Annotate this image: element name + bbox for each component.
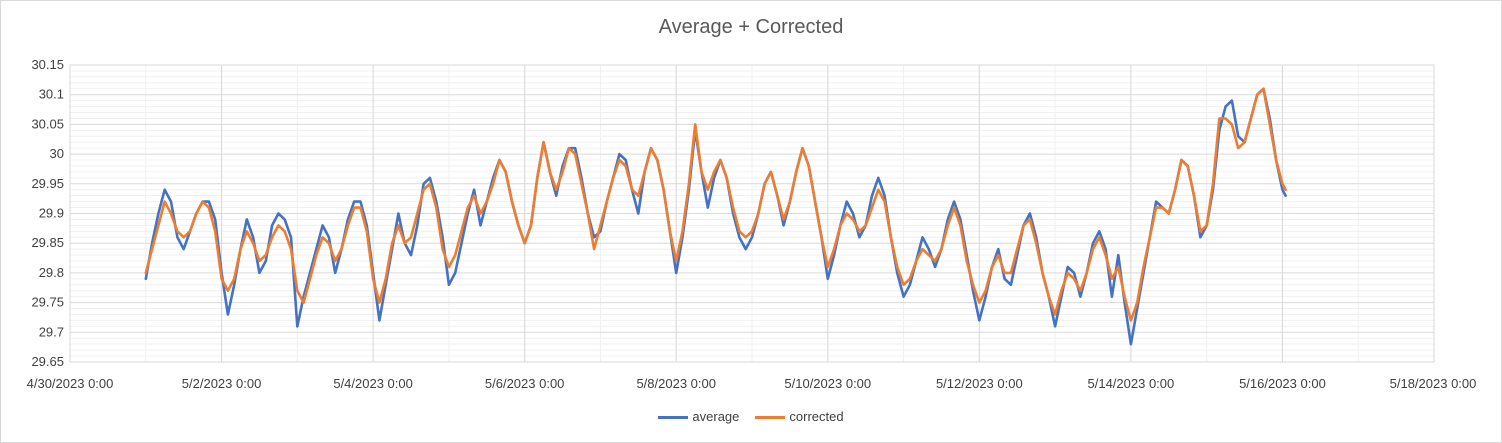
y-tick-label: 30.1 bbox=[39, 87, 64, 102]
y-tick-label: 29.8 bbox=[39, 265, 64, 280]
x-tick-label: 5/10/2023 0:00 bbox=[784, 376, 871, 391]
x-tick-label: 5/4/2023 0:00 bbox=[333, 376, 413, 391]
y-tick-label: 30.05 bbox=[31, 116, 64, 131]
x-axis-tick-labels: 4/30/2023 0:00 5/2/2023 0:00 5/4/2023 0:00… bbox=[27, 376, 1477, 391]
legend-swatch bbox=[755, 416, 786, 420]
chart-title: Average + Corrected bbox=[658, 16, 844, 38]
y-tick-label: 29.7 bbox=[39, 324, 64, 339]
legend-swatch bbox=[658, 416, 689, 420]
x-tick-label: 5/18/2023 0:00 bbox=[1390, 376, 1477, 391]
x-tick-label: 5/16/2023 0:00 bbox=[1239, 376, 1326, 391]
x-tick-label: 5/6/2023 0:00 bbox=[485, 376, 565, 391]
y-tick-label: 30 bbox=[50, 146, 64, 161]
axes bbox=[69, 64, 1435, 363]
legend-entry-average: average bbox=[658, 409, 739, 424]
series-line-corrected bbox=[144, 87, 1287, 322]
legend: average corrected bbox=[1, 409, 1501, 424]
x-tick-label: 5/14/2023 0:00 bbox=[1088, 376, 1175, 391]
x-tick-label: 4/30/2023 0:00 bbox=[27, 376, 114, 391]
plot-border bbox=[69, 64, 1435, 363]
legend-label: average bbox=[692, 409, 740, 424]
y-tick-label: 29.85 bbox=[31, 235, 64, 250]
x-tick-label: 5/8/2023 0:00 bbox=[636, 376, 716, 391]
x-tick-label: 5/12/2023 0:00 bbox=[936, 376, 1023, 391]
series-line-average bbox=[144, 87, 1287, 346]
x-tick-label: 5/2/2023 0:00 bbox=[182, 376, 262, 391]
y-tick-label: 29.75 bbox=[31, 295, 64, 310]
gridlines bbox=[69, 64, 1435, 363]
y-tick-label: 30.15 bbox=[31, 57, 64, 72]
y-tick-label: 29.95 bbox=[31, 176, 64, 191]
legend-entry-corrected: corrected bbox=[755, 409, 844, 424]
y-tick-label: 29.9 bbox=[39, 206, 64, 221]
legend-label: corrected bbox=[789, 409, 844, 424]
y-axis-tick-labels: 29.65 29.7 29.75 29.8 29.85 29.9 29.95 30 30.05 3… bbox=[31, 57, 64, 369]
series-lines bbox=[144, 87, 1287, 346]
y-tick-label: 29.65 bbox=[31, 354, 64, 369]
